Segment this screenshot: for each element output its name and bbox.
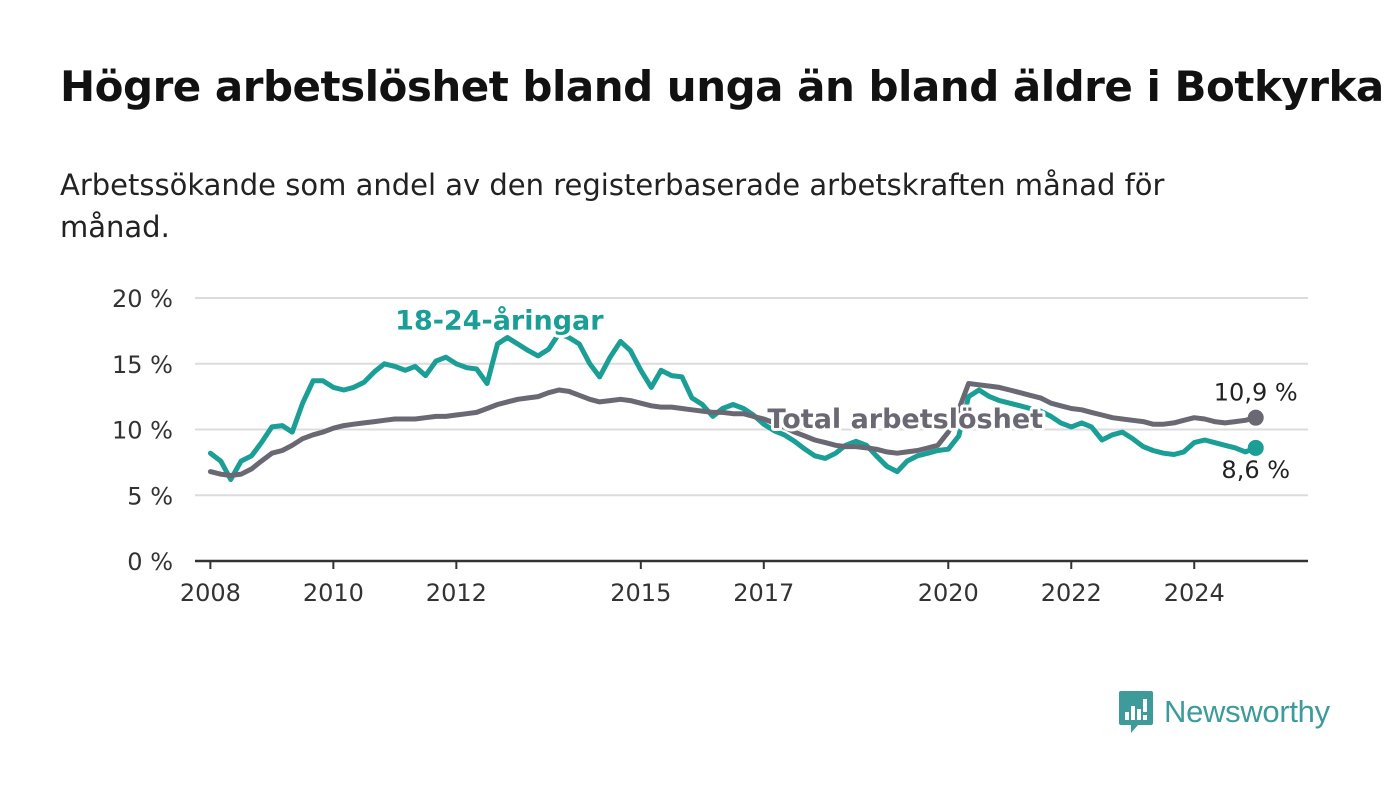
y-tick-label: 10 % (112, 417, 173, 445)
end-marker (1247, 439, 1264, 456)
bar-chart-speech-bubble-icon (1119, 691, 1153, 733)
chart-title: Högre arbetslöshet bland unga än bland ä… (60, 62, 1384, 111)
y-tick-label: 15 % (112, 351, 173, 379)
x-tick-label: 2008 (180, 579, 241, 607)
x-tick-label: 2020 (918, 579, 979, 607)
x-tick-label: 2024 (1164, 579, 1225, 607)
chart-subtitle: Arbetssökande som andel av den registerb… (60, 168, 1165, 244)
x-tick-label: 2010 (303, 579, 364, 607)
y-tick-label: 20 % (112, 285, 173, 313)
x-tick-label: 2012 (426, 579, 487, 607)
end-value-label: 10,9 % (1214, 379, 1298, 407)
newsworthy-logo: Newsworthy (1118, 690, 1330, 734)
end-marker (1247, 409, 1264, 426)
x-tick-label: 2022 (1041, 579, 1102, 607)
end-value-label: 8,6 % (1221, 456, 1290, 484)
y-tick-label: 0 % (127, 548, 173, 576)
series-label: 18-24-åringar (395, 305, 604, 337)
x-tick-label: 2017 (733, 579, 794, 607)
x-tick-label: 2015 (610, 579, 671, 607)
series-line (207, 381, 1259, 478)
series-label: Total arbetslöshet (767, 404, 1043, 435)
brand-name: Newsworthy (1164, 694, 1330, 729)
y-tick-label: 5 % (127, 482, 173, 510)
series-line (207, 331, 1259, 482)
